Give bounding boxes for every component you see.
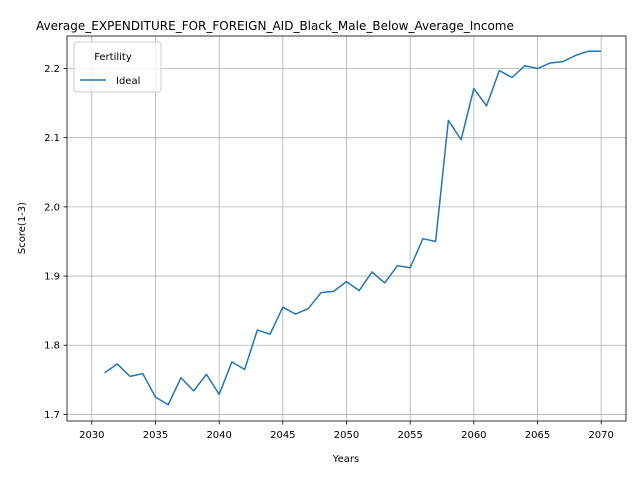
y-tick-label: 1.7 — [44, 410, 60, 421]
x-tick-label: 2060 — [461, 430, 486, 441]
y-axis: 1.7 1.8 1.9 2.0 2.1 2.2 — [44, 64, 67, 421]
x-tick-label: 2055 — [397, 430, 422, 441]
y-tick-label: 2.2 — [44, 64, 60, 75]
x-tick-label: 2045 — [270, 430, 295, 441]
y-tick-label: 1.8 — [44, 341, 60, 352]
x-axis-label: Years — [332, 454, 359, 465]
x-tick-label: 2050 — [334, 430, 359, 441]
y-tick-label: 1.9 — [44, 272, 60, 283]
grid — [67, 36, 626, 421]
y-axis-label: Score(1-3) — [17, 202, 28, 254]
x-tick-label: 2070 — [588, 430, 613, 441]
y-tick-label: 2.0 — [44, 202, 60, 213]
legend-entry-ideal: Ideal — [116, 76, 140, 87]
x-tick-label: 2065 — [525, 430, 550, 441]
chart-title: Average_EXPENDITURE_FOR_FOREIGN_AID_Blac… — [36, 19, 514, 33]
y-tick-label: 2.1 — [44, 133, 60, 144]
x-axis: 2030 2035 2040 2045 2050 2055 2060 2065 2070 — [79, 421, 614, 441]
x-tick-label: 2030 — [79, 430, 104, 441]
series-line-ideal — [104, 50, 602, 406]
legend-title: Fertility — [94, 52, 132, 63]
x-tick-label: 2040 — [206, 430, 231, 441]
series-layer — [104, 50, 602, 406]
x-tick-label: 2035 — [143, 430, 168, 441]
legend: Fertility Ideal — [73, 41, 162, 93]
